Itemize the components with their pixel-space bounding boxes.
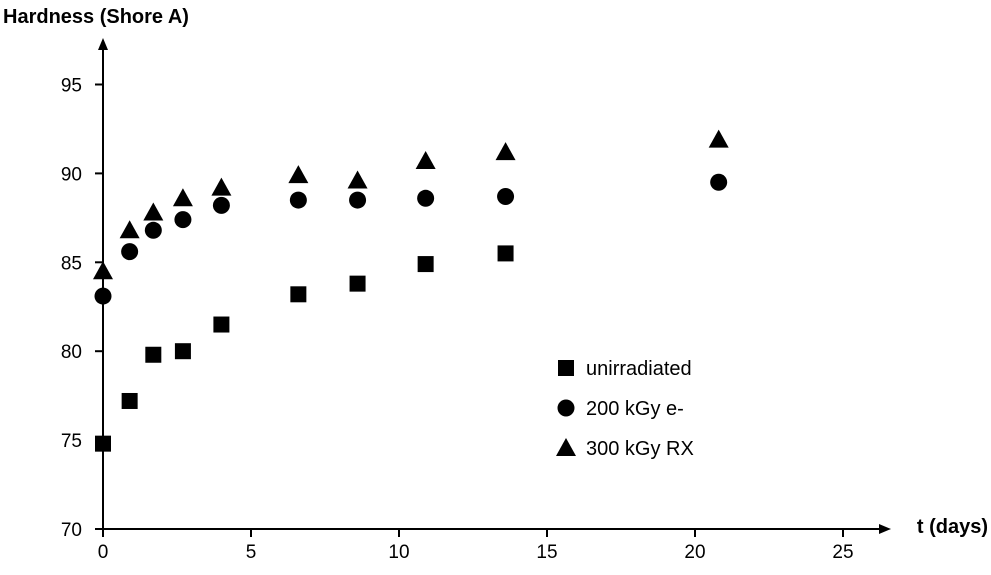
y-tick-label: 70 — [61, 520, 82, 541]
circle-marker — [174, 211, 192, 229]
triangle-marker — [708, 129, 729, 148]
x-tick-label: 0 — [98, 542, 109, 563]
square-marker — [213, 316, 230, 333]
x-axis-arrow — [879, 524, 891, 534]
x-tick-label: 10 — [388, 542, 409, 563]
square-marker — [290, 286, 307, 303]
square-marker — [121, 392, 138, 409]
y-tick-label: 90 — [61, 164, 82, 185]
square-marker — [145, 346, 162, 363]
square-marker — [349, 275, 366, 292]
ticks: 0 5 10 15 20 25 70 75 80 85 90 95 — [61, 76, 854, 564]
square-marker — [497, 245, 514, 262]
circle-marker — [121, 243, 139, 261]
legend-circle-icon — [557, 399, 575, 417]
legend-label: 200 kGy e- — [586, 398, 684, 420]
square-marker — [417, 256, 434, 273]
circle-marker — [417, 189, 435, 207]
legend-label: unirradiated — [586, 358, 692, 380]
circle-marker — [94, 287, 112, 305]
legend-triangle-icon — [556, 438, 576, 456]
circle-marker — [289, 191, 307, 209]
x-tick-label: 5 — [246, 542, 257, 563]
x-axis-title: t (days) — [917, 516, 988, 538]
legend: unirradiated 200 kGy e- 300 kGy RX — [556, 358, 694, 460]
triangle-marker — [495, 142, 516, 161]
square-marker — [174, 343, 191, 360]
square-marker — [95, 435, 111, 452]
y-axis-title: Hardness (Shore A) — [3, 6, 189, 28]
x-tick-label: 20 — [684, 542, 705, 563]
triangle-marker — [211, 177, 232, 196]
legend-square-icon — [558, 360, 574, 376]
x-tick-label: 15 — [536, 542, 557, 563]
triangle-marker — [143, 202, 164, 221]
circle-marker — [144, 221, 162, 239]
triangle-marker — [119, 220, 140, 239]
y-tick-label: 80 — [61, 342, 82, 363]
legend-label: 300 kGy RX — [586, 438, 694, 460]
data-markers — [93, 129, 729, 452]
triangle-marker — [288, 165, 309, 184]
triangle-marker — [172, 188, 193, 207]
y-tick-label: 95 — [61, 76, 82, 97]
triangle-marker — [347, 170, 368, 189]
axes — [98, 38, 891, 534]
triangle-marker — [415, 150, 436, 169]
circle-marker — [497, 188, 515, 206]
y-axis-arrow — [98, 38, 108, 50]
circle-marker — [710, 173, 728, 191]
y-tick-label: 75 — [61, 431, 82, 452]
circle-marker — [212, 196, 230, 214]
y-tick-label: 85 — [61, 253, 82, 274]
x-tick-label: 25 — [832, 542, 853, 563]
triangle-marker — [93, 261, 113, 280]
circle-marker — [349, 191, 367, 209]
